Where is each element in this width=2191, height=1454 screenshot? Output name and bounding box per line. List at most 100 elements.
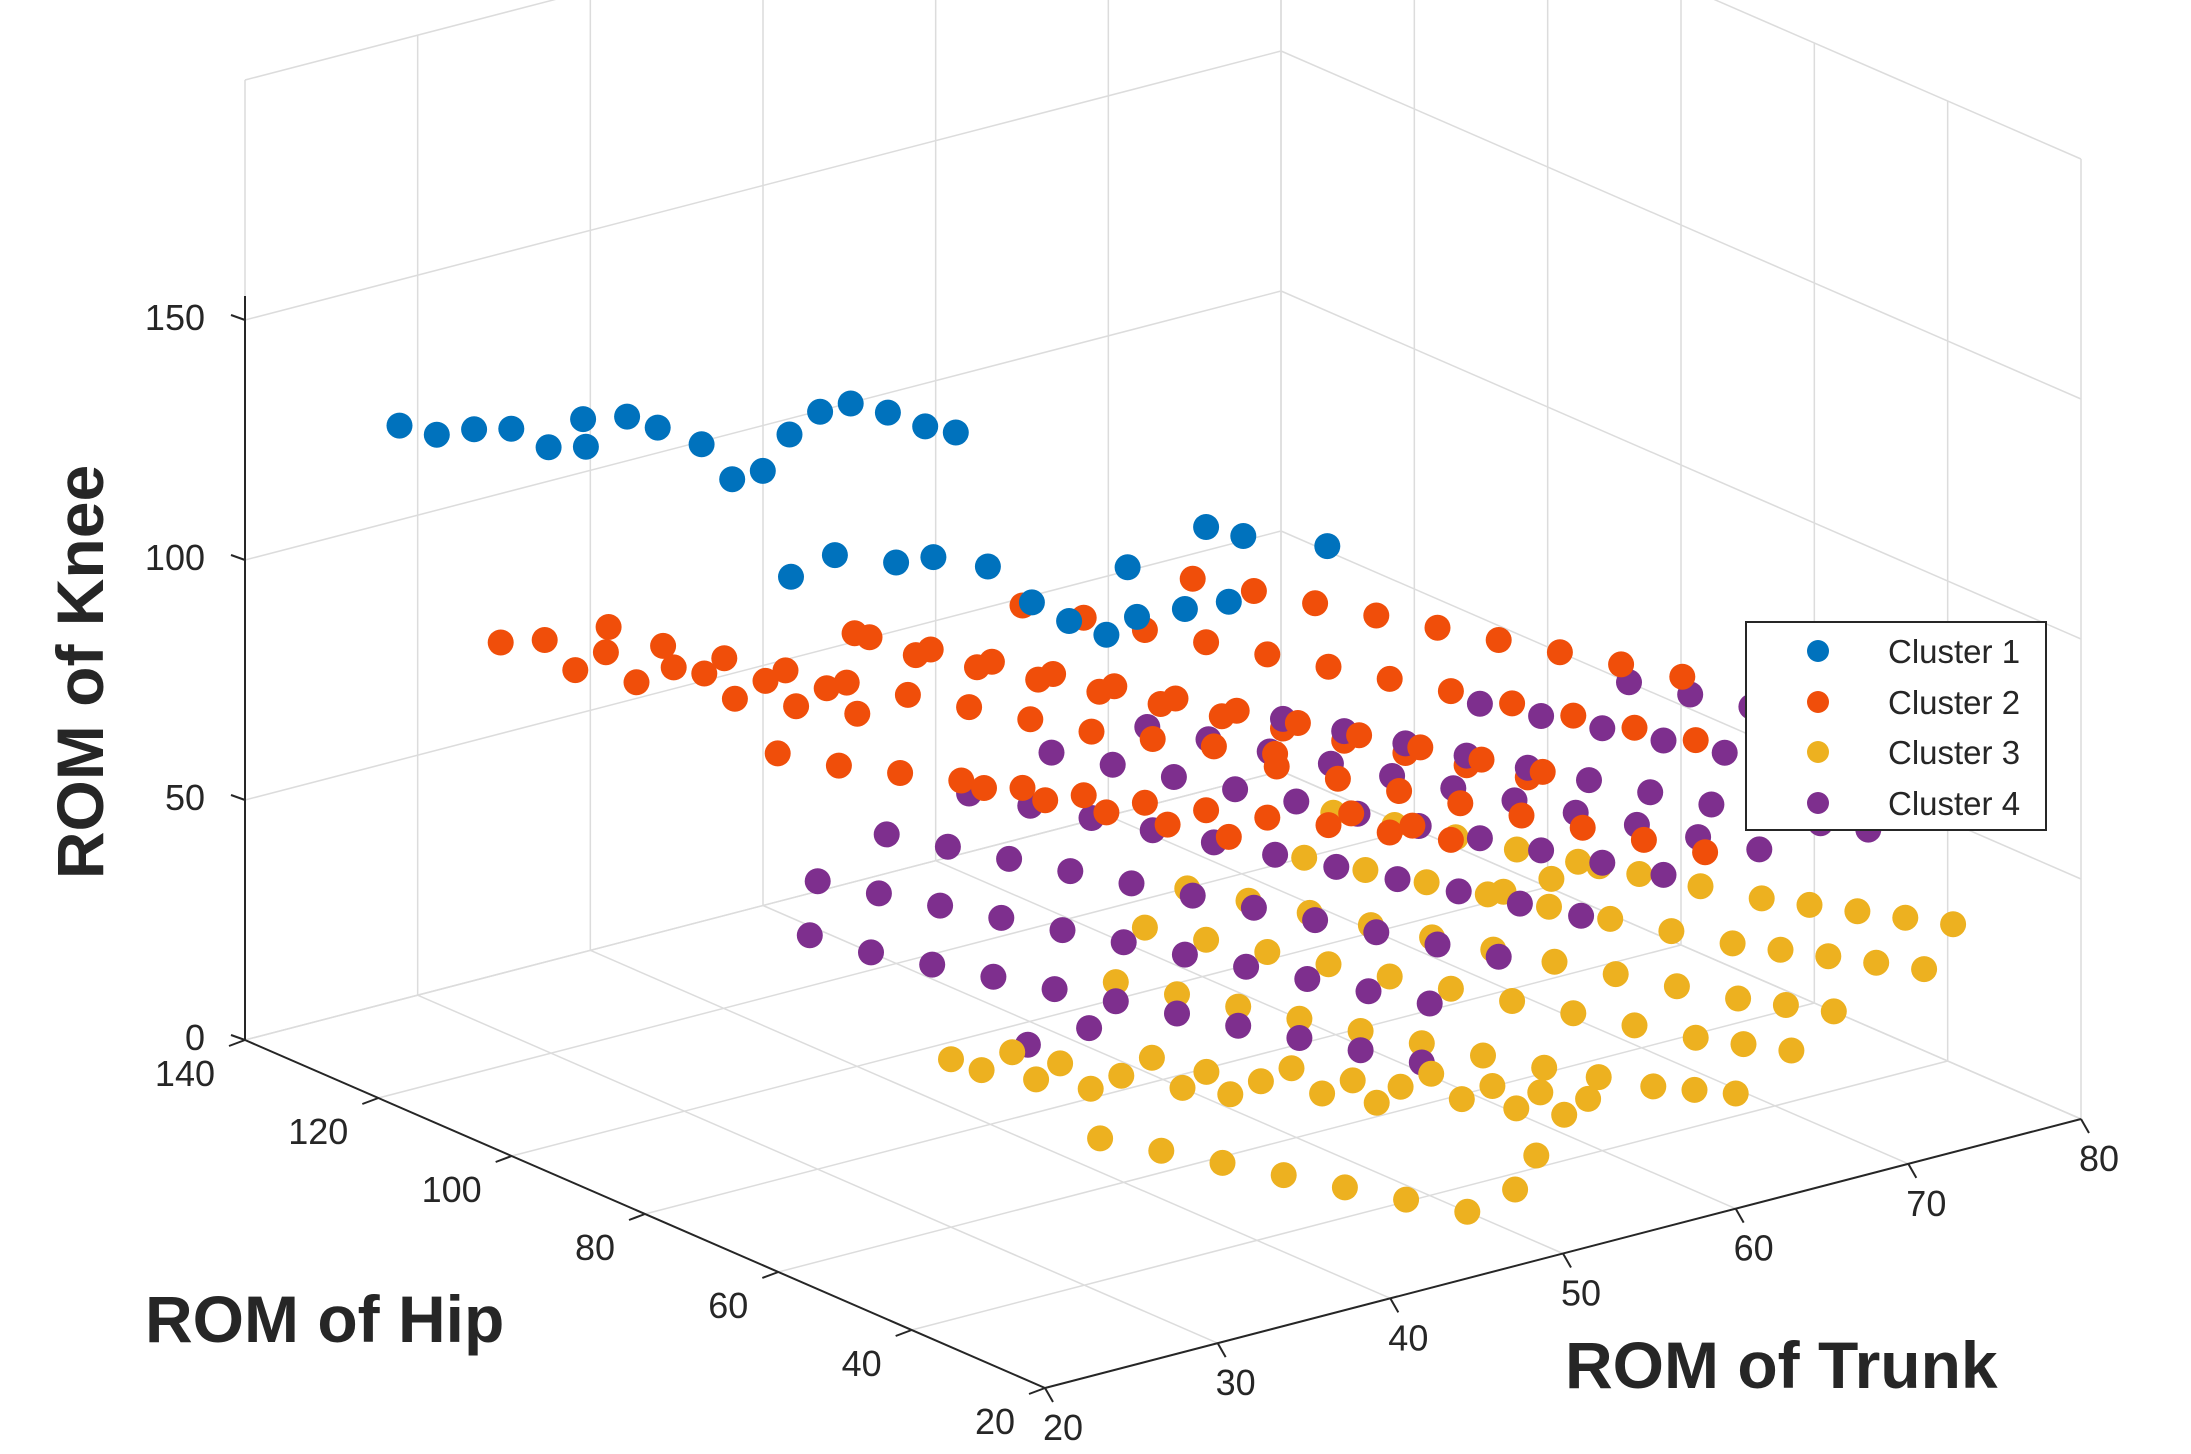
point-cluster-4-12 <box>865 880 892 907</box>
legend: Cluster 1 Cluster 2 Cluster 3 Cluster 4 <box>1745 621 2047 831</box>
point-cluster-4-95 <box>1076 1015 1103 1042</box>
point-cluster-2-78 <box>1546 639 1573 666</box>
point-cluster-3-58 <box>1772 992 1799 1018</box>
point-cluster-1-15 <box>874 399 901 426</box>
point-cluster-1-21 <box>920 544 947 571</box>
point-cluster-4-11 <box>804 868 831 895</box>
point-cluster-2-77 <box>1485 627 1512 653</box>
point-cluster-1-24 <box>1056 608 1083 634</box>
point-cluster-1-7 <box>614 403 641 430</box>
point-cluster-1-26 <box>1124 603 1150 630</box>
point-cluster-3-28 <box>1347 1018 1374 1044</box>
point-cluster-3-88 <box>1331 1174 1358 1201</box>
point-cluster-3-90 <box>1454 1198 1481 1225</box>
legend-label-cluster-4: Cluster 4 <box>1888 785 2020 822</box>
y-axis-title: ROM of Hip <box>145 1282 504 1356</box>
z-tick-50 <box>230 794 246 801</box>
point-cluster-2-46 <box>1468 746 1495 773</box>
point-cluster-1-6 <box>570 406 597 433</box>
point-cluster-4-13 <box>927 892 954 919</box>
point-cluster-1-8 <box>644 414 671 441</box>
point-cluster-3-69 <box>1815 943 1842 970</box>
y-tick-140 <box>228 1039 246 1047</box>
point-cluster-1-16 <box>912 413 939 440</box>
point-cluster-3-34 <box>1681 1076 1708 1103</box>
point-cluster-3-23 <box>1575 1085 1602 1112</box>
legend-marker-cluster-1 <box>1807 640 1829 662</box>
point-cluster-3-92 <box>1523 1142 1550 1169</box>
back-wall-grid-z-150 <box>244 50 1282 321</box>
y-tick-label-100: 100 <box>422 1169 482 1210</box>
point-cluster-4-0 <box>796 922 823 949</box>
point-cluster-2-74 <box>1302 590 1329 617</box>
point-cluster-2-63 <box>1193 629 1220 656</box>
point-cluster-3-13 <box>1309 1080 1336 1107</box>
point-cluster-2-36 <box>856 624 883 651</box>
point-cluster-2-2 <box>562 657 589 684</box>
point-cluster-2-86 <box>1569 814 1596 841</box>
point-cluster-2-31 <box>1193 797 1220 824</box>
point-cluster-2-87 <box>1630 826 1657 853</box>
point-cluster-2-39 <box>1040 661 1067 687</box>
point-cluster-2-21 <box>1139 726 1166 752</box>
point-cluster-3-82 <box>1892 904 1919 931</box>
floor-grid-y-80 <box>644 944 1682 1215</box>
x-tick-80 <box>2080 1118 2090 1134</box>
point-cluster-4-53 <box>1589 849 1616 876</box>
point-cluster-3-12 <box>1278 1055 1305 1082</box>
point-cluster-2-95 <box>1399 812 1426 839</box>
point-cluster-3-64 <box>1536 893 1562 920</box>
point-cluster-3-5 <box>1077 1075 1104 1102</box>
point-cluster-2-41 <box>1162 685 1189 712</box>
point-cluster-1-1 <box>423 421 450 448</box>
point-cluster-1-2 <box>461 416 488 443</box>
point-cluster-1-31 <box>1230 523 1257 549</box>
point-cluster-3-38 <box>1254 939 1281 965</box>
point-cluster-2-10 <box>813 675 840 702</box>
y-tick-label-20: 20 <box>975 1401 1015 1442</box>
point-cluster-1-14 <box>837 390 864 417</box>
point-cluster-2-65 <box>1315 653 1342 680</box>
point-cluster-4-46 <box>1160 764 1187 790</box>
point-cluster-1-10 <box>719 466 746 493</box>
point-cluster-1-13 <box>807 398 834 425</box>
point-cluster-3-29 <box>1408 1030 1435 1057</box>
y-tick-label-120: 120 <box>288 1111 348 1152</box>
point-cluster-3-27 <box>1286 1005 1313 1032</box>
point-cluster-2-89 <box>971 775 997 801</box>
point-cluster-2-22 <box>1200 733 1227 760</box>
point-cluster-2-15 <box>772 657 799 684</box>
z-tick-label-150: 150 <box>145 297 205 338</box>
back-wall-grid-z-100 <box>244 290 1282 561</box>
point-cluster-4-71 <box>1576 767 1602 794</box>
point-cluster-3-15 <box>1363 1089 1390 1116</box>
point-cluster-3-17 <box>1418 1060 1445 1087</box>
point-cluster-3-32 <box>1585 1064 1612 1091</box>
point-cluster-3-43 <box>1560 1000 1587 1027</box>
point-cluster-1-30 <box>1193 514 1220 540</box>
point-cluster-2-29 <box>1070 782 1097 809</box>
point-cluster-2-84 <box>1447 790 1474 817</box>
point-cluster-3-61 <box>1352 857 1379 883</box>
x-axis-title: ROM of Trunk <box>1565 1328 1998 1402</box>
z-axis-title: ROM of Knee <box>43 465 117 879</box>
point-cluster-2-69 <box>1560 702 1587 729</box>
point-cluster-3-24 <box>1102 969 1129 996</box>
point-cluster-3-54 <box>1541 948 1568 975</box>
point-cluster-2-8 <box>752 667 779 694</box>
legend-label-cluster-3: Cluster 3 <box>1888 734 2020 771</box>
point-cluster-1-5 <box>572 433 599 460</box>
point-cluster-2-16 <box>833 669 860 696</box>
x-tick-30 <box>1216 1342 1227 1358</box>
point-cluster-1-17 <box>942 419 969 446</box>
point-cluster-2-75 <box>1363 602 1390 629</box>
side-wall-grid-z-200 <box>1713 0 2082 160</box>
point-cluster-2-18 <box>956 694 983 721</box>
point-cluster-2-3 <box>592 639 619 666</box>
point-cluster-2-26 <box>887 760 914 786</box>
point-cluster-3-66 <box>1658 918 1685 945</box>
point-cluster-4-73 <box>1698 791 1725 818</box>
point-cluster-2-79 <box>1608 651 1635 678</box>
point-cluster-3-11 <box>1247 1068 1274 1095</box>
point-cluster-2-19 <box>1017 706 1044 733</box>
